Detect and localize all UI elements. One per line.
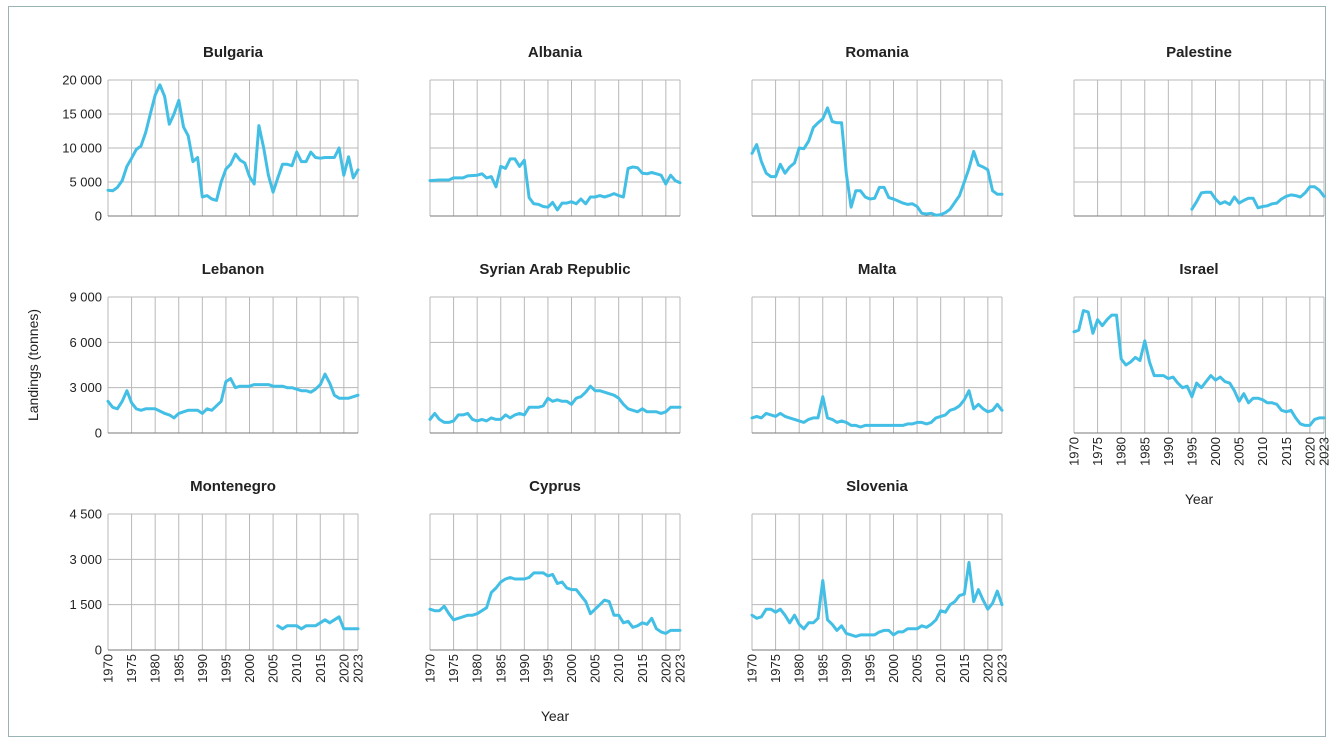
x-tick-label: 2015 [635, 654, 650, 683]
y-axis-label: Landings (tonnes) [25, 309, 41, 421]
x-tick-label: 1975 [124, 654, 139, 683]
series-line [750, 106, 1004, 217]
x-tick-label: 1975 [1090, 437, 1105, 466]
x-tick-label: 1995 [1184, 437, 1199, 466]
x-tick-label: 2023 [673, 654, 688, 683]
x-tick-label: 2000 [242, 654, 257, 683]
y-tick-label: 0 [95, 643, 102, 658]
x-tick-label: 2015 [957, 654, 972, 683]
x-tick-label: 2005 [266, 654, 281, 683]
x-tick-label: 2020 [658, 654, 673, 683]
panel-malta: Malta [750, 261, 1004, 434]
x-tick-label: 2000 [886, 654, 901, 683]
y-tick-label: 0 [95, 426, 102, 441]
x-tick-label: 2020 [1302, 437, 1317, 466]
y-tick-label: 15 000 [62, 107, 102, 122]
panel-albania: Albania [428, 44, 682, 217]
x-tick-label: 2010 [933, 654, 948, 683]
series-line [276, 615, 360, 631]
x-tick-label: 2000 [1208, 437, 1223, 466]
x-tick-label: 1980 [792, 654, 807, 683]
x-tick-label: 2015 [313, 654, 328, 683]
series-line [750, 560, 1004, 638]
x-tick-label: 1995 [218, 654, 233, 683]
x-tick-label: 1970 [745, 654, 760, 683]
panel-montenegro: Montenegro 0 1 500 3 000 4 500 1970 1975 1980 19… [69, 478, 365, 683]
x-tick-label: 2023 [351, 654, 366, 683]
x-tick-label: 2000 [564, 654, 579, 683]
panel-title: Montenegro [190, 478, 276, 495]
y-tick-label: 9 000 [69, 290, 102, 305]
panel-romania: Romania [750, 44, 1004, 217]
y-tick-label: 3 000 [69, 552, 102, 567]
x-axis-label: Year [541, 708, 570, 724]
x-tick-label: 1980 [470, 654, 485, 683]
x-tick-label: 2005 [910, 654, 925, 683]
x-tick-label: 2015 [1279, 437, 1294, 466]
x-tick-label: 1995 [862, 654, 877, 683]
figure-frame [8, 6, 1326, 737]
series-line [106, 372, 360, 420]
x-tick-label: 2005 [1232, 437, 1247, 466]
x-tick-label: 2005 [588, 654, 603, 683]
y-tick-label: 4 500 [69, 507, 102, 522]
y-tick-label: 5 000 [69, 175, 102, 190]
series-line [106, 83, 360, 202]
series-line [1072, 309, 1326, 427]
x-tick-label: 2020 [980, 654, 995, 683]
panel-cyprus: Cyprus 1970 1975 1980 1985 1990 1995 2000 2005 20… [423, 478, 688, 683]
y-tick-label: 10 000 [62, 141, 102, 156]
x-tick-label: 1985 [815, 654, 830, 683]
panel-title: Palestine [1166, 44, 1232, 61]
panel-slovenia: Slovenia 1970 1975 1980 1985 1990 1995 2000 2005… [745, 478, 1010, 683]
panel-israel: Israel 1970 1975 1980 1985 1990 1995 2000 2005 20… [1067, 261, 1332, 466]
y-tick-label: 3 000 [69, 380, 102, 395]
series-line [428, 384, 682, 424]
x-tick-label: 1970 [1067, 437, 1082, 466]
x-tick-label: 2023 [995, 654, 1010, 683]
panel-lebanon: Lebanon 0 3 000 6 000 9 000 [69, 261, 360, 441]
series-line [428, 571, 682, 635]
series-line [750, 389, 1004, 429]
panel-title: Malta [858, 261, 897, 278]
x-tick-label: 1980 [1114, 437, 1129, 466]
x-axis-label: Year [1185, 491, 1214, 507]
y-tick-label: 6 000 [69, 335, 102, 350]
x-tick-label: 1970 [423, 654, 438, 683]
x-tick-label: 1985 [493, 654, 508, 683]
x-tick-label: 1970 [101, 654, 116, 683]
panel-title: Syrian Arab Republic [479, 261, 630, 278]
x-tick-label: 2020 [336, 654, 351, 683]
x-tick-label: 2010 [1255, 437, 1270, 466]
x-tick-label: 1985 [1137, 437, 1152, 466]
y-tick-label: 1 500 [69, 597, 102, 612]
x-tick-label: 1990 [839, 654, 854, 683]
panel-title: Romania [845, 44, 909, 61]
panel-title: Israel [1179, 261, 1218, 278]
x-tick-label: 2010 [289, 654, 304, 683]
x-tick-label: 1990 [195, 654, 210, 683]
x-tick-label: 2010 [611, 654, 626, 683]
x-tick-label: 1990 [1161, 437, 1176, 466]
y-tick-label: 0 [95, 209, 102, 224]
x-tick-label: 1975 [768, 654, 783, 683]
panel-title: Bulgaria [203, 44, 264, 61]
x-tick-label: 1990 [517, 654, 532, 683]
y-tick-label: 20 000 [62, 73, 102, 88]
panel-title: Slovenia [846, 478, 908, 495]
x-tick-label: 1980 [148, 654, 163, 683]
x-tick-label: 1995 [540, 654, 555, 683]
x-tick-label: 1975 [446, 654, 461, 683]
panel-title: Albania [528, 44, 583, 61]
x-tick-label: 1985 [171, 654, 186, 683]
x-tick-label: 2023 [1317, 437, 1332, 466]
panel-title: Lebanon [202, 261, 265, 278]
panel-bulgaria: Bulgaria 0 5 000 10 000 15 000 20 000 [62, 44, 360, 224]
panel-title: Cyprus [529, 478, 581, 495]
panel-palestine: Palestine [1073, 44, 1326, 217]
panel-syrian-arab-republic: Syrian Arab Republic [428, 261, 682, 434]
series-line [428, 157, 682, 212]
series-line [1190, 185, 1326, 211]
